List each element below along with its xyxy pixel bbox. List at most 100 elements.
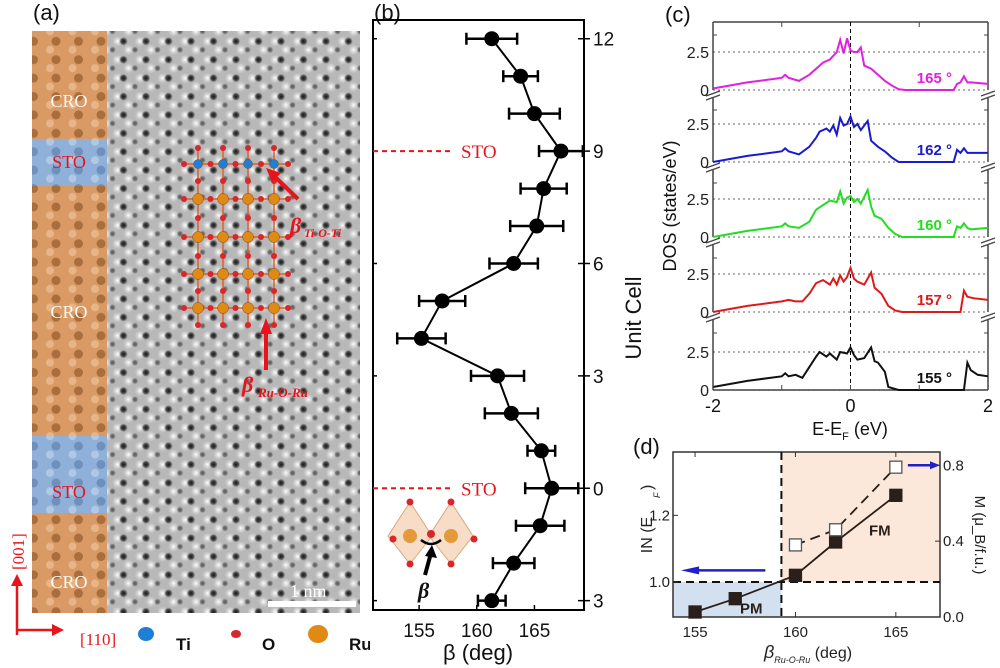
haadf-lattice: [107, 31, 360, 613]
ru-atom: [217, 231, 229, 243]
data-point: [526, 106, 542, 122]
data-point: [434, 293, 450, 309]
y-tick-label: 0: [700, 83, 709, 100]
oxygen-atom: [271, 253, 277, 259]
axis-break-left: [705, 90, 721, 101]
ru-atom: [192, 193, 204, 205]
oxygen-atom: [220, 253, 226, 259]
y-tick-label: 2.5: [687, 192, 709, 209]
sto-marker-label: STO: [461, 479, 497, 500]
scale-bar: 1 nm: [268, 581, 356, 607]
oxygen-atom: [181, 305, 187, 311]
dos-curve-155: [712, 344, 989, 391]
y-right-axis-label: M (μ_B/f.u.): [971, 496, 988, 575]
y-left-axis-label: IN (E: [639, 517, 656, 553]
series-label: 157 °: [917, 292, 952, 309]
x-axis-label-sub: Ru-O-Ru: [774, 655, 810, 665]
x-tick-label: 155: [683, 624, 708, 641]
octahedron: [387, 501, 433, 565]
left-axis-arrow-head: [681, 566, 700, 575]
data-point: [533, 443, 549, 459]
series-label: 155 °: [917, 370, 952, 387]
layer-label-cro: CRO: [50, 302, 87, 322]
data-point: [484, 593, 500, 609]
ti-atom: [243, 159, 253, 169]
moment-point: [828, 523, 843, 537]
legend-ti-label: Ti: [176, 635, 191, 654]
ru-atom: [192, 231, 204, 243]
oxygen-atom: [271, 322, 277, 328]
x-tick-label: 155: [403, 621, 435, 642]
series-label: 160 °: [917, 217, 952, 234]
data-point: [532, 518, 548, 534]
oxygen-atom: [220, 145, 226, 151]
dos-curve-160: [712, 186, 989, 238]
x-tick-label: 2: [983, 396, 993, 416]
in-ef-point: [889, 488, 903, 502]
oxygen-atom: [181, 271, 187, 277]
dos-curve-162: [712, 113, 988, 163]
series-label: 165 °: [917, 70, 952, 87]
axis-break-left: [705, 237, 721, 248]
panel-c-label: (c): [665, 2, 691, 27]
beta-ti-subscript: Ti-O-Ti: [304, 226, 342, 240]
oxygen-atom: [245, 288, 251, 294]
layer-label-sto: STO: [52, 152, 86, 172]
oxygen-atom: [406, 560, 414, 568]
beta-arrow: [423, 552, 433, 576]
legend-o-icon: [231, 630, 241, 638]
ru-atom: [268, 268, 280, 280]
data-point: [490, 368, 506, 384]
oxygen-atom: [232, 305, 239, 311]
oxygen-atom: [207, 271, 214, 277]
oxygen-atom: [232, 271, 239, 277]
beta-ru-subscript: Ru-O-Ru: [257, 385, 308, 400]
ru-atom: [242, 231, 254, 243]
oxygen-atom: [232, 161, 239, 167]
oxygen-atom: [195, 215, 201, 221]
axis-break-right: [980, 312, 996, 323]
octahedron: [428, 501, 474, 565]
y-tick-label: 2.5: [687, 267, 709, 284]
y-left-tick-label: 1.2: [649, 507, 670, 524]
series-line-in-ef: [694, 494, 897, 613]
oxygen-atom: [285, 161, 291, 167]
layer-bands: CRO STO CRO STO CRO: [32, 31, 107, 613]
x-axis-label-main: E-E: [812, 419, 842, 439]
axis-break-left: [705, 312, 721, 323]
oxygen-atom: [258, 161, 264, 167]
x-axis-label-unit: (eV): [849, 419, 888, 439]
ru-atom: [268, 302, 280, 314]
data-point: [544, 480, 560, 496]
data-point: [506, 555, 522, 571]
oxygen-atom: [195, 253, 201, 259]
x-axis-label: E-EF (eV): [812, 419, 888, 443]
oxygen-atom: [406, 498, 414, 506]
ti-atom: [193, 159, 203, 169]
oxygen-atom: [181, 196, 187, 202]
ru-atom: [242, 193, 254, 205]
oxygen-atom: [258, 305, 264, 311]
oxygen-atom: [232, 196, 239, 202]
oxygen-atom: [470, 535, 478, 543]
oxygen-atom: [285, 234, 291, 240]
x-tick-label: 0: [845, 396, 855, 416]
oxygen-atom: [285, 305, 291, 311]
region-label-pm: PM: [740, 601, 763, 618]
legend-ru-label: Ru: [349, 635, 370, 654]
x-axis-label-beta: β: [763, 642, 774, 662]
layer-label-sto: STO: [52, 482, 86, 502]
ru-atom: [403, 529, 417, 543]
ru-atom: [217, 268, 229, 280]
oxygen-atom: [447, 498, 455, 506]
layer-band-cro: [32, 513, 107, 613]
x-tick-label: 160: [461, 621, 493, 642]
oxygen-atom: [271, 288, 277, 294]
beta-ti-o-ti-annotation: β Ti-O-Ti: [266, 168, 342, 240]
ti-atom: [218, 159, 228, 169]
layer-label-cro: CRO: [50, 91, 87, 111]
layer-band-sto: [32, 139, 107, 186]
x-axis-label-sub: F: [842, 431, 849, 443]
y-tick-label: 2.5: [687, 117, 709, 134]
data-point: [513, 68, 529, 84]
